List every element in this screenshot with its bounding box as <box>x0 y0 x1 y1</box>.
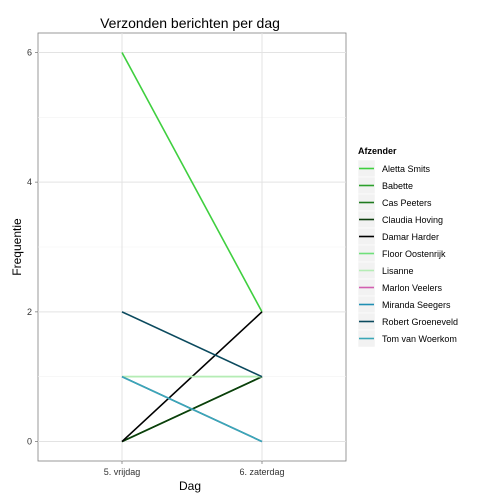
x-axis: 5. vrijdag 6. zaterdag <box>104 461 285 477</box>
legend-label: Damar Harder <box>382 232 439 242</box>
y-tick-label: 2 <box>27 307 32 317</box>
legend-label: Cas Peeters <box>382 198 432 208</box>
y-axis-title: Frequentie <box>10 218 24 276</box>
legend-label: Tom van Woerkom <box>382 334 457 344</box>
legend-label: Aletta Smits <box>382 164 431 174</box>
legend-label: Claudia Hoving <box>382 215 443 225</box>
y-tick-label: 6 <box>27 47 32 57</box>
legend-label: Marlon Veelers <box>382 283 443 293</box>
x-tick-label: 5. vrijdag <box>104 467 141 477</box>
legend-label: Lisanne <box>382 266 414 276</box>
x-axis-title: Dag <box>179 479 201 493</box>
legend-label: Floor Oostenrijk <box>382 249 446 259</box>
legend-label: Miranda Seegers <box>382 300 451 310</box>
x-tick-label: 6. zaterdag <box>239 467 284 477</box>
legend-label: Robert Groeneveld <box>382 317 458 327</box>
series-line <box>121 52 263 313</box>
y-tick-label: 4 <box>27 177 32 187</box>
chart-title: Verzonden berichten per dag <box>100 15 280 31</box>
series-line <box>121 311 263 378</box>
grid <box>38 33 346 461</box>
series-lines <box>121 52 263 443</box>
y-axis: 0 2 4 6 <box>27 47 38 447</box>
legend-title: Afzender <box>358 146 397 156</box>
legend: Afzender Aletta Smits Babette Cas Peeters C… <box>357 146 458 348</box>
series-line <box>121 375 263 443</box>
y-tick-label: 0 <box>27 437 32 447</box>
legend-label: Babette <box>382 181 413 191</box>
